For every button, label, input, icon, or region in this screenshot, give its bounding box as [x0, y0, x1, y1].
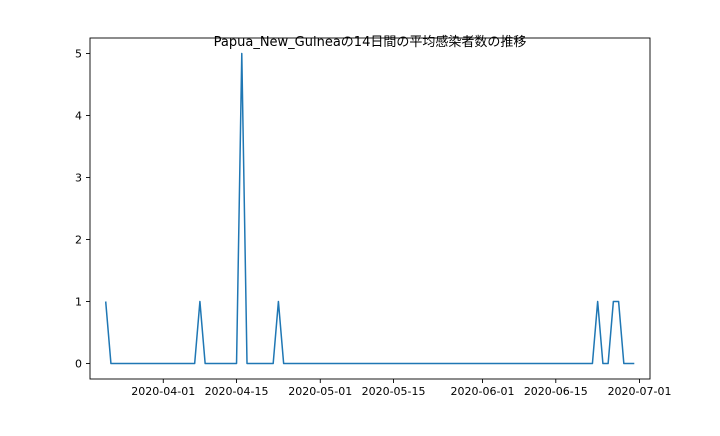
y-tick-label: 4: [75, 110, 82, 123]
chart-title: Papua_New_Guineaの14日間の平均感染者数の推移: [214, 34, 527, 50]
plot-series: [104, 52, 635, 365]
x-tick-label: 2020-04-01: [131, 385, 195, 398]
x-tick-label: 2020-04-15: [205, 385, 269, 398]
x-tick-label: 2020-05-15: [362, 385, 426, 398]
x-axis: 2020-04-01 2020-04-15 2020-05-01 2020-05-15…: [131, 379, 672, 398]
y-tick-label: 5: [75, 48, 82, 61]
x-tick-label: 2020-07-01: [608, 385, 672, 398]
x-tick-label: 2020-06-01: [451, 385, 515, 398]
plot-frame: [89, 37, 651, 380]
y-tick-label: 0: [75, 358, 82, 371]
y-tick-label: 1: [75, 296, 82, 309]
y-tick-label: 2: [75, 234, 82, 247]
series-line: [104, 52, 635, 365]
y-tick-label: 3: [75, 172, 82, 185]
y-axis: 0 1 2 3 4 5: [75, 48, 90, 371]
x-tick-label: 2020-06-15: [524, 385, 588, 398]
x-tick-label: 2020-05-01: [288, 385, 352, 398]
